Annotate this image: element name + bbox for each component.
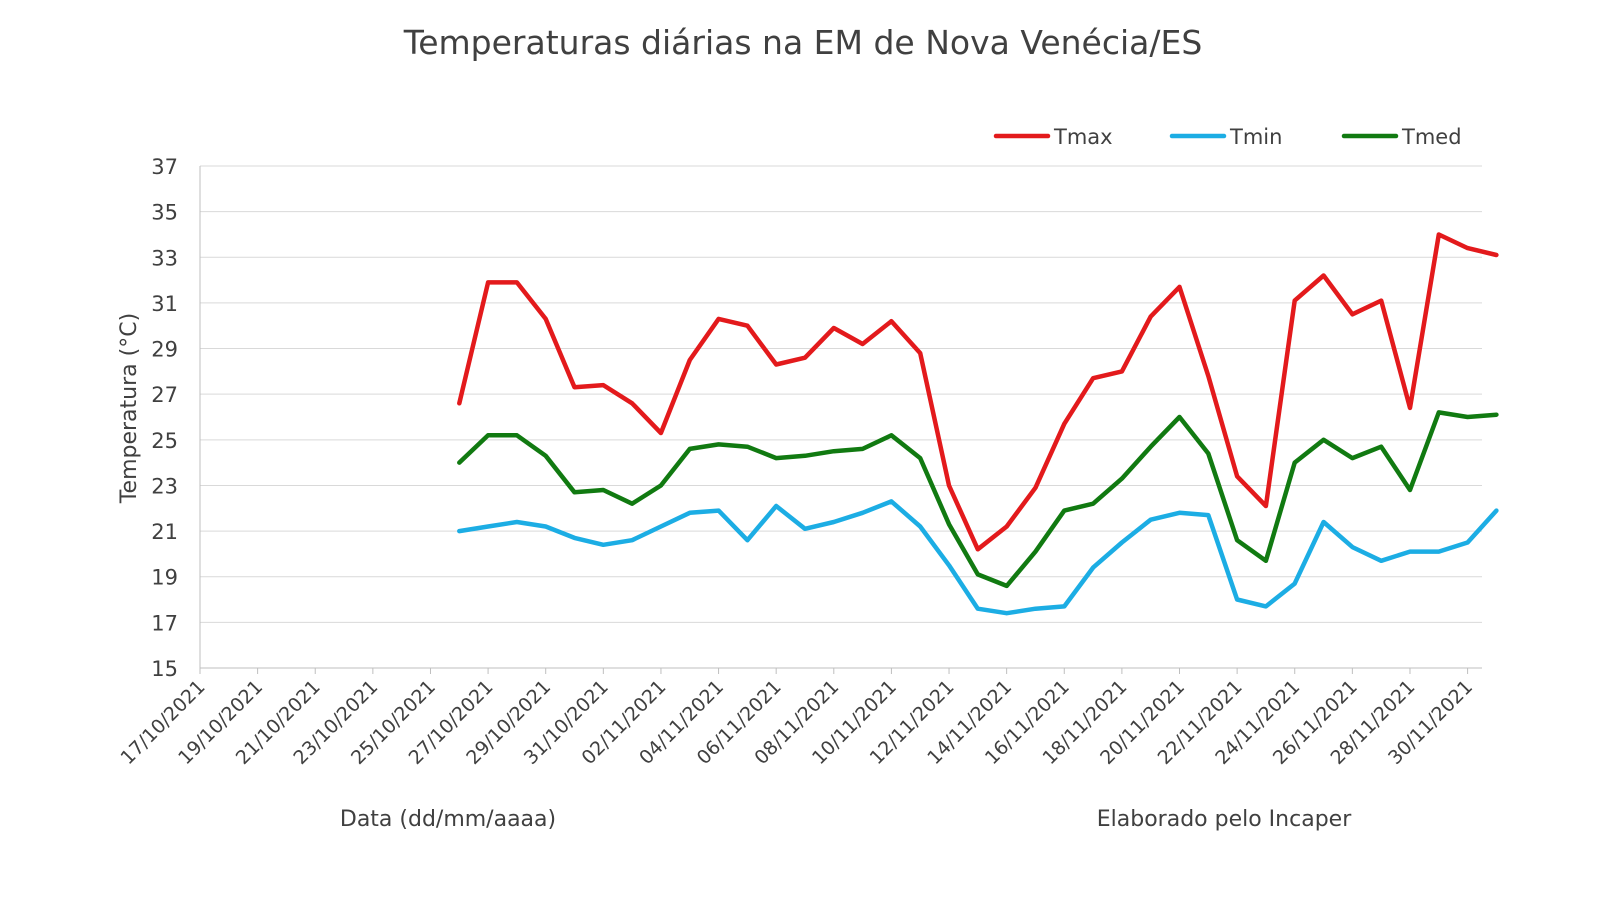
y-tick-label: 15 — [151, 657, 178, 681]
y-tick-label: 21 — [151, 520, 178, 544]
series-line-tmin — [457, 499, 1499, 616]
axes — [199, 166, 1482, 674]
y-tick-label: 29 — [151, 338, 178, 362]
legend: Tmax Tmin Tmed — [993, 125, 1462, 149]
series-line-tmed — [457, 410, 1499, 589]
legend-label-tmin: Tmin — [1229, 125, 1282, 149]
y-tick-label: 25 — [151, 429, 178, 453]
y-tick-label: 17 — [151, 611, 178, 635]
y-tick-label: 35 — [151, 201, 178, 225]
source-note: Elaborado pelo Incaper — [1097, 807, 1352, 832]
y-tick-label: 19 — [151, 566, 178, 590]
grid-lines — [200, 165, 1482, 623]
y-tick-label: 31 — [151, 292, 178, 316]
y-tick-labels: 15 17 19 21 23 25 27 29 31 33 35 37 — [151, 155, 178, 681]
y-tick-label: 33 — [151, 246, 178, 270]
y-tick-label: 27 — [151, 383, 178, 407]
series-line-tmax — [457, 232, 1499, 552]
y-tick-label: 37 — [151, 155, 178, 179]
legend-label-tmed: Tmed — [1401, 125, 1462, 149]
legend-label-tmax: Tmax — [1053, 125, 1113, 149]
x-tick-labels: 17/10/202119/10/202121/10/202123/10/2021… — [117, 676, 1478, 769]
chart-title: Temperaturas diárias na EM de Nova Venéc… — [403, 23, 1203, 62]
y-axis-label: Temperatura (°C) — [117, 313, 142, 504]
series-lines — [457, 232, 1499, 616]
x-axis-label: Data (dd/mm/aaaa) — [340, 807, 556, 832]
y-tick-label: 23 — [151, 474, 178, 498]
